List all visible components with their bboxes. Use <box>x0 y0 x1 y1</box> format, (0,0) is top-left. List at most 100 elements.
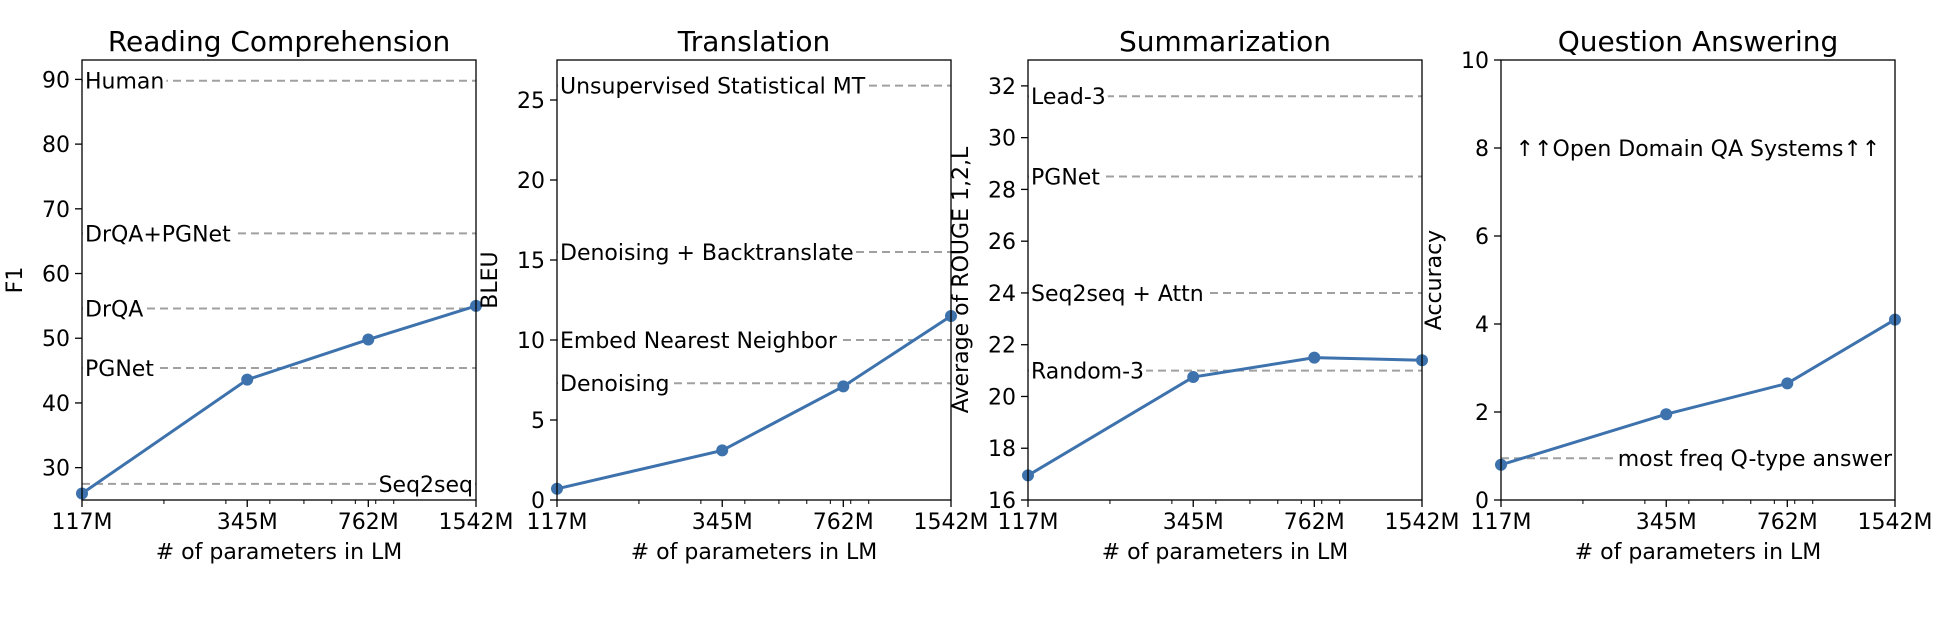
chart-title: Summarization <box>1119 25 1331 58</box>
reference-label: Embed Nearest Neighbor <box>560 329 838 354</box>
reference-label: Denoising <box>560 372 669 397</box>
data-point <box>241 373 254 386</box>
y-tick-label: 70 <box>42 198 70 223</box>
reference-label-bg <box>558 73 868 101</box>
x-axis-label: # of parameters in LM <box>156 540 403 565</box>
plot-frame <box>1027 59 1423 501</box>
reference-label: PGNet <box>85 357 154 382</box>
chart-title: Reading Comprehension <box>108 25 450 58</box>
chart-panel-4: most freq Q-type answer ↑↑Open Domain QA … <box>1422 25 1932 565</box>
x-tick-label: 345M <box>692 510 753 535</box>
y-tick-label: 18 <box>988 437 1016 462</box>
y-tick-label: 30 <box>988 127 1016 152</box>
series-line <box>81 304 477 495</box>
reference-label: most freq Q-type answer <box>1618 447 1893 472</box>
y-tick-label: 16 <box>988 489 1016 514</box>
reference-label: Lead-3 <box>1031 85 1106 110</box>
x-tick-label: 117M <box>1471 510 1532 535</box>
y-tick-label: 20 <box>517 169 545 194</box>
data-point <box>362 333 375 346</box>
y-tick-label: 5 <box>531 409 545 434</box>
reference-label-bg <box>1029 358 1147 386</box>
x-axis-label: # of parameters in LM <box>631 540 878 565</box>
y-axis-label: F1 <box>3 267 28 294</box>
y-tick-label: 50 <box>42 327 70 352</box>
x-tick-label: 762M <box>1284 510 1345 535</box>
series-line <box>1027 356 1423 477</box>
plot-frame <box>556 59 952 501</box>
y-tick-label: 25 <box>517 89 545 114</box>
reference-label: Human <box>85 70 164 95</box>
y-tick-label: 8 <box>1475 137 1489 162</box>
y-tick-label: 20 <box>988 385 1016 410</box>
x-tick-label: 762M <box>338 510 399 535</box>
data-point <box>1781 377 1794 390</box>
reference-label-bg <box>83 296 146 324</box>
reference-label-bg <box>1615 446 1895 474</box>
y-tick-label: 4 <box>1475 313 1489 338</box>
annotation-label: ↑↑Open Domain QA Systems↑↑ <box>1516 137 1881 162</box>
series-line <box>1500 318 1896 467</box>
reference-label-bg <box>1029 164 1103 192</box>
reference-label-bg <box>1029 280 1206 308</box>
chart-panel-2: Unsupervised Statistical MT Denoising + B… <box>478 25 988 565</box>
reference-label-bg <box>1029 84 1108 112</box>
plot-frame <box>1500 59 1896 501</box>
reference-label-bg <box>558 371 672 399</box>
y-tick-label: 30 <box>42 457 70 482</box>
reference-label: DrQA <box>85 297 143 322</box>
y-axis-label: Accuracy <box>1422 230 1447 330</box>
chart-title: Question Answering <box>1558 25 1839 58</box>
reference-label: Unsupervised Statistical MT <box>560 75 866 100</box>
x-tick-label: 345M <box>217 510 278 535</box>
x-axis-label: # of parameters in LM <box>1575 540 1822 565</box>
y-tick-label: 0 <box>1475 489 1489 514</box>
reference-label-bg <box>83 221 234 249</box>
y-tick-label: 0 <box>531 489 545 514</box>
y-tick-label: 28 <box>988 178 1016 203</box>
data-point <box>1187 371 1200 384</box>
x-axis-label: # of parameters in LM <box>1102 540 1349 565</box>
reference-label-bg <box>83 356 157 383</box>
reference-label: Seq2seq + Attn <box>1031 282 1204 307</box>
reference-label: PGNet <box>1031 165 1100 190</box>
y-tick-label: 22 <box>988 334 1016 359</box>
reference-label: Random-3 <box>1031 360 1144 385</box>
y-tick-label: 80 <box>42 133 70 158</box>
reference-label-bg <box>83 68 167 96</box>
y-tick-label: 10 <box>517 329 545 354</box>
y-tick-label: 6 <box>1475 225 1489 250</box>
plot-frame <box>81 59 477 501</box>
reference-label-bg <box>558 240 856 267</box>
data-point <box>837 380 850 393</box>
chart-panel-3: Lead-3 PGNet Seq2seq + Attn Random-3 16 18 20 2… <box>949 25 1459 565</box>
y-tick-label: 26 <box>988 230 1016 255</box>
x-tick-label: 117M <box>998 510 1059 535</box>
x-tick-label: 762M <box>813 510 874 535</box>
x-tick-label: 117M <box>527 510 588 535</box>
y-tick-label: 2 <box>1475 401 1489 426</box>
x-tick-label: 1542M <box>914 510 989 535</box>
y-tick-label: 15 <box>517 249 545 274</box>
data-point <box>1660 408 1673 421</box>
reference-label: Seq2seq <box>379 473 473 498</box>
y-tick-label: 60 <box>42 263 70 288</box>
reference-label-bg <box>376 471 475 499</box>
y-tick-label: 24 <box>988 282 1016 307</box>
series-line <box>556 314 952 491</box>
x-tick-label: 1542M <box>439 510 514 535</box>
x-tick-label: 762M <box>1757 510 1818 535</box>
y-axis-label: BLEU <box>478 251 503 308</box>
chart-title: Translation <box>677 25 831 58</box>
y-axis-label: Average of ROUGE 1,2,L <box>949 146 974 413</box>
x-tick-label: 345M <box>1636 510 1697 535</box>
y-tick-label: 40 <box>42 392 70 417</box>
reference-label-bg <box>558 328 840 355</box>
reference-label: Denoising + Backtranslate <box>560 241 854 266</box>
chart-panel-1: Human DrQA+PGNet DrQA PGNet Seq2seq 30 40 50 60 7… <box>3 25 513 565</box>
x-tick-label: 117M <box>52 510 113 535</box>
x-tick-label: 345M <box>1163 510 1224 535</box>
y-tick-label: 10 <box>1461 49 1489 74</box>
y-tick-label: 32 <box>988 75 1016 100</box>
